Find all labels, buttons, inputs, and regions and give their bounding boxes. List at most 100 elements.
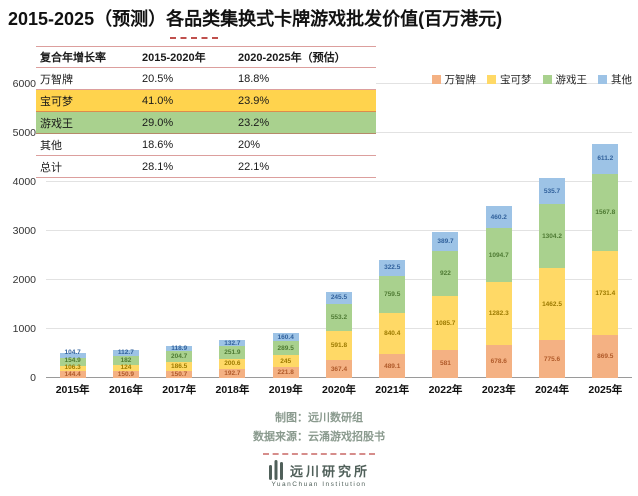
y-tick-label: 4000: [12, 176, 36, 188]
data-label: 150.9: [117, 370, 135, 378]
legend-label: 其他: [611, 74, 632, 86]
table-cell: 20.5%: [142, 72, 174, 85]
y-tick-label: 0: [30, 372, 36, 384]
data-label: 204.7: [171, 353, 188, 361]
bar-segment-游戏王: [59, 358, 86, 366]
data-label: 581: [440, 360, 451, 368]
logo-name: 远川研究所: [289, 463, 371, 479]
table-cell: 18.6%: [142, 138, 174, 151]
bar-segment-游戏王: [539, 204, 566, 269]
bar-segment-其他: [325, 291, 352, 304]
logo: 远川研究所 YuanChuan Institution: [268, 460, 370, 488]
legend-label: 游戏王: [555, 74, 588, 86]
stacked-bar: [592, 143, 619, 378]
x-tick-label: 2016年: [108, 384, 143, 396]
table-row: 宝可梦 41.0% 23.9%: [36, 90, 376, 112]
table-header-row: 复合年增长率 2015-2020年 2020-2025年（预估）: [36, 46, 376, 68]
bar-segment-万智牌: [432, 349, 459, 378]
bar-segment-万智牌: [166, 370, 193, 378]
table-cell: 29.0%: [142, 116, 174, 129]
bars-container: 144.4 106.3 154.9 104.7 150.9 124 182 112.7 150.…: [46, 84, 632, 378]
stacked-bar: [272, 333, 299, 378]
bar-2017年: 150.7 186.5 204.7 118.9: [153, 84, 206, 378]
table-cell: 23.9%: [238, 94, 270, 107]
bar-segment-其他: [539, 178, 566, 205]
bar-2015年: 144.4 106.3 154.9 104.7: [46, 84, 99, 378]
bar-segment-游戏王: [432, 251, 459, 297]
y-axis: 0 1000 2000 3000 4000 5000 6000: [0, 78, 44, 384]
table-cell: 22.1%: [238, 160, 270, 173]
bar-segment-其他: [59, 353, 86, 359]
table-cell: 28.1%: [142, 160, 174, 173]
legend-swatch: [598, 75, 607, 84]
stacked-bar: [379, 259, 406, 378]
data-label: 112.7: [117, 349, 134, 357]
bar-segment-游戏王: [325, 303, 352, 332]
stacked-bar: [219, 339, 246, 378]
legend-swatch: [487, 75, 496, 84]
bar-segment-游戏王: [485, 228, 512, 282]
data-label: 1462.5: [542, 300, 562, 308]
bar-segment-其他: [166, 345, 193, 352]
bar-segment-宝可梦: [592, 250, 619, 336]
footer-dash-divider: [263, 453, 375, 455]
y-tick-label: 1000: [12, 323, 36, 335]
legend-item-其他: 其他: [598, 72, 632, 87]
legend-item-万智牌: 万智牌: [431, 72, 476, 87]
data-label: 1567.8: [595, 208, 616, 216]
stacked-bar: [539, 178, 566, 378]
stacked-bar: [325, 291, 352, 378]
chart-legend: 万智牌 宝可梦 游戏王 其他: [431, 72, 632, 87]
bar-segment-游戏王: [592, 173, 619, 251]
logo-icon: [268, 460, 283, 480]
table-header-period1: 2015-2020年: [142, 52, 206, 64]
data-label: 389.7: [437, 238, 454, 246]
bar-segment-游戏王: [219, 346, 246, 359]
table-cell: 游戏王: [40, 117, 73, 130]
bar-segment-其他: [432, 232, 459, 252]
data-label: 1085.7: [435, 319, 456, 327]
table-cell: 总计: [40, 161, 62, 174]
credit-text: 制图：远川数研组: [275, 412, 363, 424]
table-cell: 23.2%: [238, 116, 270, 129]
data-label: 154.9: [64, 356, 81, 364]
bar-2016年: 150.9 124 182 112.7: [99, 84, 152, 378]
source-text: 数据来源：云涌游戏招股书: [253, 431, 385, 443]
title-dash-divider: [170, 37, 218, 39]
cagr-table: 复合年增长率 2015-2020年 2020-2025年（预估） 万智牌 20.5…: [36, 46, 376, 178]
data-label: 104.7: [64, 349, 81, 357]
bar-segment-万智牌: [272, 367, 299, 378]
bar-2025年: 869.5 1731.4 1567.8 611.2: [579, 84, 632, 378]
table-cell: 41.0%: [142, 94, 174, 107]
data-label: 535.7: [543, 187, 561, 195]
data-label: 367.4: [330, 365, 348, 373]
data-label: 1282.3: [488, 309, 509, 317]
bar-segment-宝可梦: [59, 365, 86, 371]
y-tick-label: 3000: [12, 225, 36, 237]
y-tick-label: 2000: [12, 274, 36, 286]
bar-2024年: 775.6 1462.5 1304.2 535.7: [525, 84, 578, 378]
data-label: 182: [120, 356, 132, 364]
bar-segment-宝可梦: [219, 358, 246, 369]
x-tick-label: 2015年: [55, 384, 90, 396]
legend-item-宝可梦: 宝可梦: [487, 72, 532, 87]
data-label: 460.2: [490, 213, 507, 221]
bar-segment-游戏王: [379, 275, 406, 313]
data-label: 118.9: [171, 345, 188, 353]
data-label: 1304.2: [542, 232, 562, 240]
bar-segment-宝可梦: [432, 296, 459, 350]
table-cell: 万智牌: [40, 73, 73, 86]
data-label: 840.4: [384, 330, 401, 338]
data-label: 611.2: [597, 155, 614, 163]
bar-segment-万智牌: [59, 370, 86, 378]
x-axis: 2015年 2016年 2017年 2018年 2019年 2020年 2021年 2022年…: [46, 382, 632, 397]
bar-2023年: 678.6 1282.3 1094.7 460.2: [472, 84, 525, 378]
bar-2022年: 581 1085.7 922 389.7: [419, 84, 472, 378]
table-body: 万智牌 20.5% 18.8% 宝可梦 41.0% 23.9% 游戏王 29.0% 23.2% 其…: [36, 68, 376, 178]
table-row: 万智牌 20.5% 18.8%: [36, 68, 376, 90]
logo-subtitle: YuanChuan Institution: [271, 481, 367, 488]
stacked-bar: [166, 345, 193, 378]
bar-segment-其他: [272, 333, 299, 341]
y-tick-label: 6000: [12, 78, 36, 90]
bar-segment-万智牌: [592, 335, 619, 378]
